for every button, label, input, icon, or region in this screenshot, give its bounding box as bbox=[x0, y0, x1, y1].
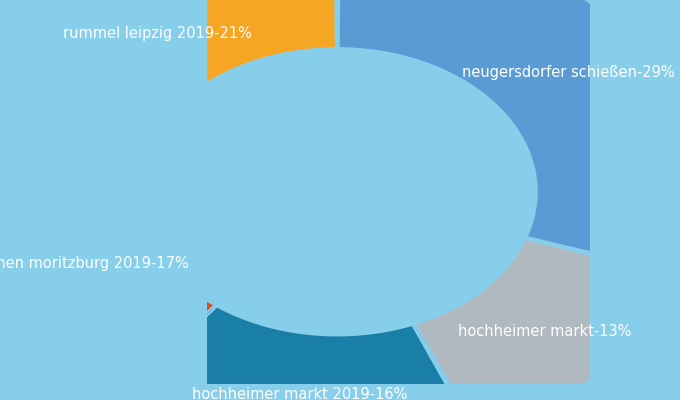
Polygon shape bbox=[118, 310, 474, 400]
Text: hochheimer markt-13%: hochheimer markt-13% bbox=[458, 324, 632, 339]
Text: rummel leipzig 2019-21%: rummel leipzig 2019-21% bbox=[63, 26, 252, 41]
Polygon shape bbox=[0, 0, 336, 163]
Polygon shape bbox=[415, 246, 680, 400]
Text: hochheimer markt 2019-16%: hochheimer markt 2019-16% bbox=[192, 387, 408, 400]
Polygon shape bbox=[0, 155, 214, 398]
Text: abfischen moritzburg 2019-17%: abfischen moritzburg 2019-17% bbox=[0, 256, 189, 271]
Polygon shape bbox=[118, 306, 475, 400]
Polygon shape bbox=[339, 0, 680, 274]
Text: neugersdorfer schießen-29%: neugersdorfer schießen-29% bbox=[462, 65, 675, 80]
Polygon shape bbox=[415, 239, 680, 400]
Polygon shape bbox=[0, 142, 215, 399]
